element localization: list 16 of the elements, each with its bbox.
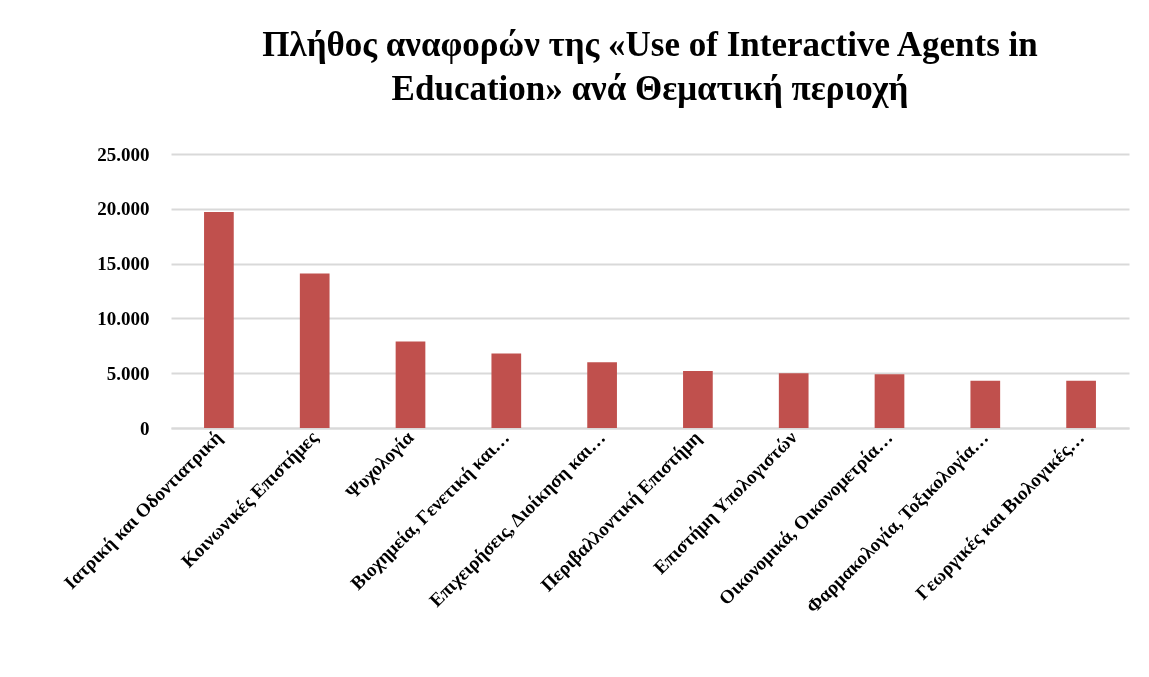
y-tick-label: 5.000 [106, 362, 150, 384]
bar [204, 212, 234, 428]
chart-title: Πλήθος αναφορών της «Use of Interactive Agents in Education» ανά Θεματική περιοχή [262, 25, 1038, 108]
y-tick-label: 20.000 [97, 198, 150, 220]
bar [874, 374, 905, 428]
y-tick-label: 25.000 [97, 143, 150, 165]
bar [1066, 380, 1096, 428]
y-tick-label: 10.000 [97, 307, 150, 329]
bar [395, 341, 426, 428]
bar [778, 373, 809, 428]
bar [491, 353, 522, 428]
bar [970, 380, 1001, 428]
bar [587, 362, 617, 428]
bar [299, 273, 330, 428]
y-tick-label: 15.000 [97, 253, 150, 275]
bar [683, 371, 713, 428]
